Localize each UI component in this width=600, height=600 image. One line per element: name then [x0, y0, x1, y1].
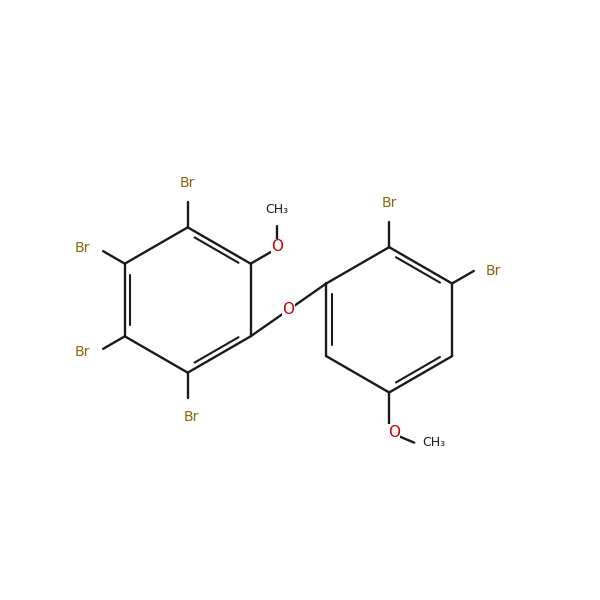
Text: Br: Br	[486, 264, 501, 278]
Text: CH₃: CH₃	[265, 203, 289, 216]
Text: Br: Br	[382, 196, 397, 210]
Text: O: O	[388, 425, 400, 440]
Text: CH₃: CH₃	[422, 436, 445, 449]
Text: Br: Br	[184, 410, 199, 424]
Text: O: O	[271, 239, 283, 254]
Text: Br: Br	[180, 176, 196, 190]
Text: Br: Br	[74, 241, 90, 255]
Text: O: O	[283, 302, 295, 317]
Text: Br: Br	[74, 345, 90, 359]
